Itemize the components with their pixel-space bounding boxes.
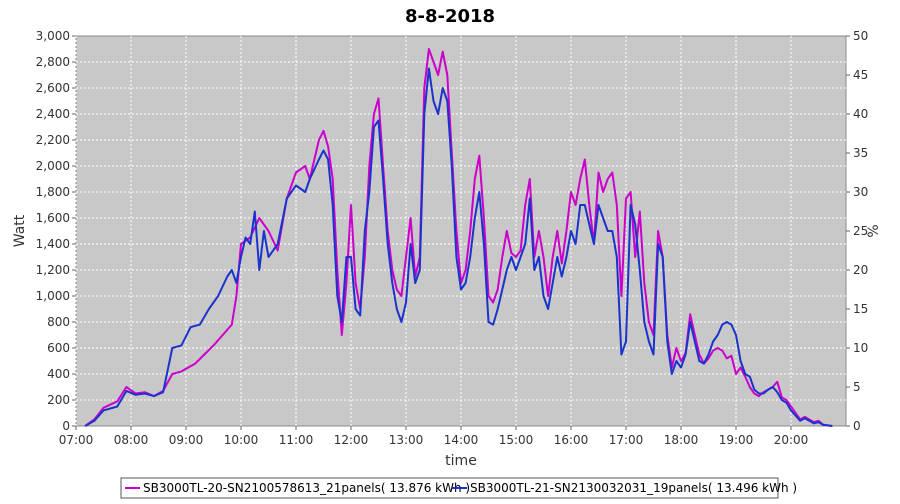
y2-tick-label: 35 bbox=[853, 146, 868, 160]
y-tick-label: 2,800 bbox=[36, 55, 70, 69]
y-tick-label: 2,400 bbox=[36, 107, 70, 121]
y-tick-label: 2,200 bbox=[36, 133, 70, 147]
y2-tick-label: 5 bbox=[853, 380, 861, 394]
chart-title: 8-8-2018 bbox=[405, 6, 495, 27]
x-tick-label: 08:00 bbox=[114, 433, 149, 447]
series-line-1 bbox=[84, 48, 833, 427]
plot-area bbox=[75, 35, 847, 427]
y2-axis-ticks: 0 5 10 15 20 25 30 35 40 45 50 bbox=[846, 29, 868, 433]
x-tick-label: 18:00 bbox=[664, 433, 699, 447]
y-tick-label: 2,600 bbox=[36, 81, 70, 95]
y2-tick-label: 15 bbox=[853, 302, 868, 316]
y-tick-label: 1,400 bbox=[36, 237, 70, 251]
y-tick-label: 1,000 bbox=[36, 289, 70, 303]
y-tick-label: 1,600 bbox=[36, 211, 70, 225]
y2-tick-label: 45 bbox=[853, 68, 868, 82]
y2-tick-label: 20 bbox=[853, 263, 868, 277]
y-tick-label: 3,000 bbox=[36, 29, 70, 43]
y2-axis-label: % bbox=[866, 224, 882, 237]
x-tick-label: 19:00 bbox=[719, 433, 754, 447]
y2-tick-label: 30 bbox=[853, 185, 868, 199]
y-axis-label: Watt bbox=[12, 214, 28, 247]
y-tick-label: 800 bbox=[47, 315, 70, 329]
x-tick-label: 10:00 bbox=[224, 433, 259, 447]
y2-tick-label: 0 bbox=[853, 419, 861, 433]
y-tick-label: 1,200 bbox=[36, 263, 70, 277]
x-tick-label: 11:00 bbox=[279, 433, 314, 447]
x-tick-label: 14:00 bbox=[444, 433, 479, 447]
y2-tick-label: 40 bbox=[853, 107, 868, 121]
y-tick-label: 600 bbox=[47, 341, 70, 355]
x-tick-label: 09:00 bbox=[169, 433, 204, 447]
y2-tick-label: 25 bbox=[853, 224, 868, 238]
y-tick-label: 1,800 bbox=[36, 185, 70, 199]
x-tick-label: 20:00 bbox=[774, 433, 809, 447]
y-tick-label: 2,000 bbox=[36, 159, 70, 173]
x-tick-label: 12:00 bbox=[334, 433, 369, 447]
legend-label-series-1: SB3000TL-20-SN2100578613_21panels( 13.87… bbox=[143, 481, 470, 495]
y-tick-label: 200 bbox=[47, 393, 70, 407]
x-axis-ticks: 07:00 08:00 09:00 10:00 11:00 12:00 13:00 14:00… bbox=[59, 426, 809, 447]
y2-tick-label: 50 bbox=[853, 29, 868, 43]
x-axis-label: time bbox=[445, 453, 477, 469]
y2-tick-label: 10 bbox=[853, 341, 868, 355]
series-line-2 bbox=[84, 67, 833, 427]
x-tick-label: 15:00 bbox=[499, 433, 534, 447]
legend-label-series-2: SB3000TL-21-SN2130032031_19panels( 13.49… bbox=[470, 481, 797, 495]
y-tick-label: 400 bbox=[47, 367, 70, 381]
x-tick-label: 13:00 bbox=[389, 433, 424, 447]
legend-box bbox=[120, 477, 779, 499]
y-tick-label: 0 bbox=[62, 419, 70, 433]
x-tick-label: 07:00 bbox=[59, 433, 94, 447]
y-axis-ticks: 0 200 400 600 800 1,000 1,200 1,400 1,600 1,800 2,… bbox=[36, 29, 76, 433]
x-tick-label: 17:00 bbox=[609, 433, 644, 447]
series-lines bbox=[84, 48, 833, 427]
legend: SB3000TL-20-SN2100578613_21panels( 13.87… bbox=[120, 477, 797, 499]
x-tick-label: 16:00 bbox=[554, 433, 589, 447]
